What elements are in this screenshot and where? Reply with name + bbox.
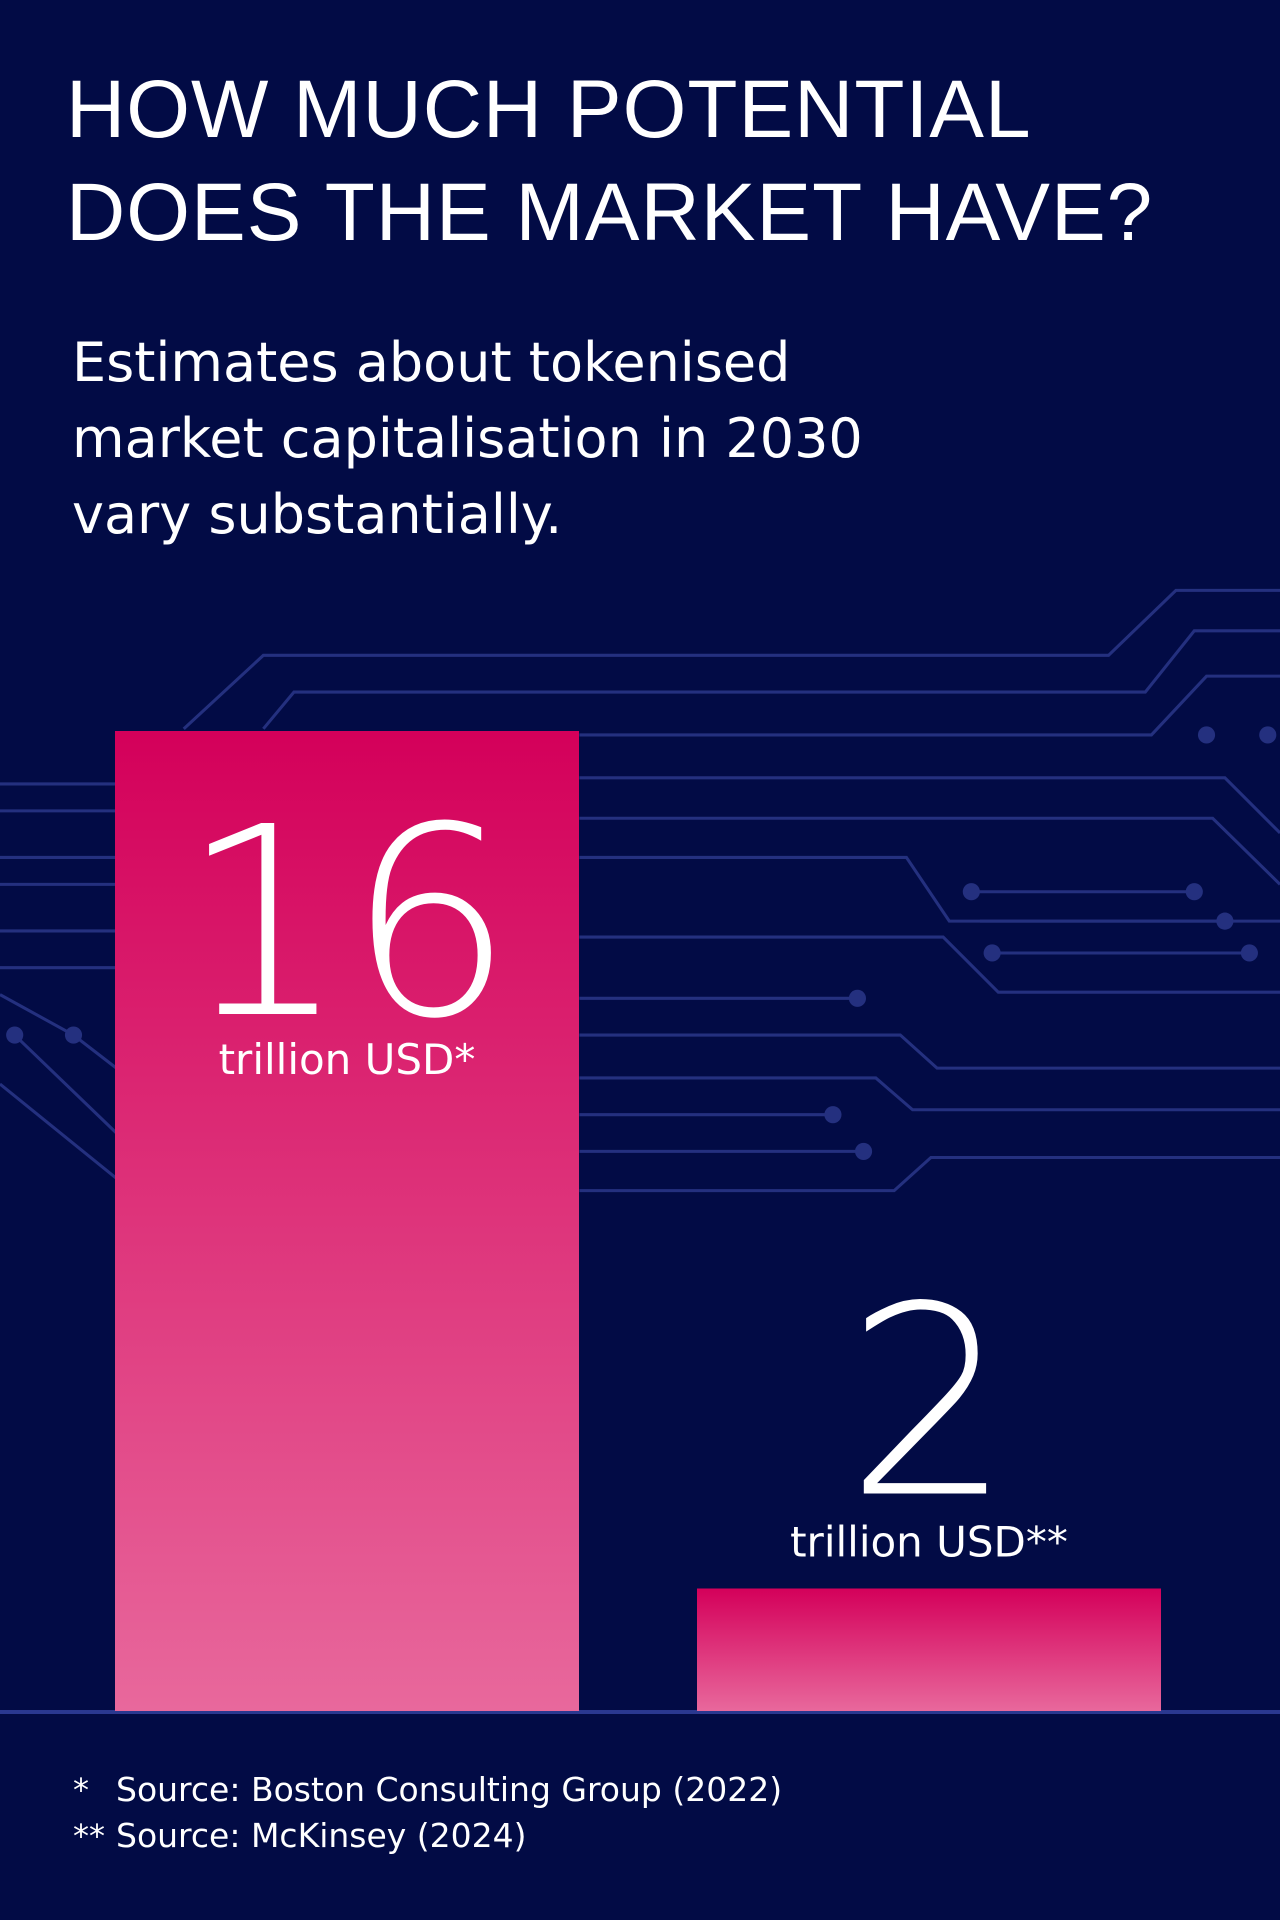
bar: [697, 1588, 1161, 1711]
unit-label: trillion USD*: [219, 1035, 476, 1084]
footnote-text: Source: Boston Consulting Group (2022): [116, 1770, 782, 1809]
unit-label: trillion USD**: [790, 1518, 1068, 1567]
footnote-marker: *: [73, 1771, 89, 1809]
value-label: 2: [846, 1251, 1013, 1556]
circuit-decoration: [0, 588, 1280, 1193]
footnote-text: Source: McKinsey (2024): [116, 1816, 527, 1855]
value-label: 16: [180, 771, 513, 1076]
bar: [115, 731, 579, 1711]
chart-subtitle: Estimates about tokenised market capital…: [72, 331, 863, 546]
footnote-marker: **: [73, 1817, 105, 1855]
chart-title: HOW MUCH POTENTIAL DOES THE MARKET HAVE?: [66, 64, 1154, 258]
